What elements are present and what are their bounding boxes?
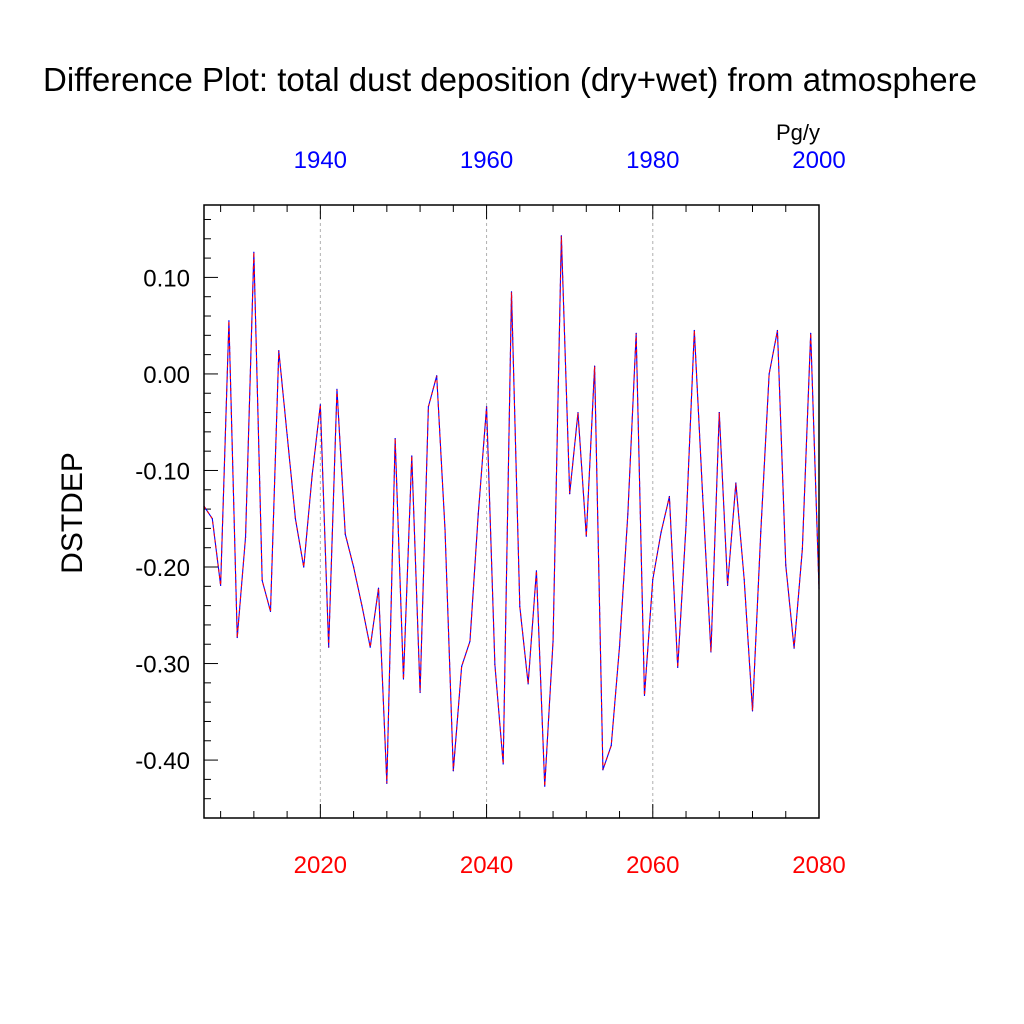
data-point [710,651,712,653]
data-point [461,665,463,668]
data-point [726,584,729,586]
data-point [469,640,471,642]
data-point [677,666,679,669]
plot-frame [203,204,820,819]
data-point [494,663,496,666]
data-point [419,691,421,694]
units-label: Pg/y [776,120,820,145]
data-point [236,636,238,639]
series-line-red [203,235,820,787]
x-tick-label: 2040 [460,852,513,879]
data-point [485,406,488,408]
data-point [610,744,612,747]
data-point [253,251,255,253]
data-point [402,678,405,680]
data-point [768,373,770,375]
data-point [718,411,720,414]
data-point [444,528,446,530]
data-point [535,570,538,572]
data-point [735,482,737,484]
data-point [328,646,330,648]
data-point [760,530,762,532]
data-point [211,518,213,520]
data-point [618,645,621,647]
data-series [203,235,820,787]
data-point [311,475,313,477]
data-point [627,513,629,515]
data-point [693,329,695,332]
data-point [702,494,704,497]
data-point [411,455,413,457]
x-tick-label: 2060 [626,852,679,879]
data-point [801,548,803,550]
data-point [452,770,454,772]
data-point [743,578,745,581]
top-tick-label: 1940 [294,147,347,174]
data-point [552,640,554,642]
data-point [261,579,263,582]
data-point [635,332,637,334]
data-point [776,329,779,332]
data-point [427,406,429,408]
data-point [502,763,504,765]
data-point [336,388,338,390]
data-point [436,375,438,377]
data-point [377,587,380,589]
data-point [477,513,479,515]
data-point [527,683,529,685]
data-point [602,769,604,771]
data-point [810,332,812,334]
data-point [793,647,795,649]
data-point [244,536,247,538]
data-point [269,610,272,613]
x-tick-label: 2080 [792,852,845,879]
x-tick-label: 2020 [294,852,347,879]
data-point [361,605,363,607]
data-point [785,564,787,566]
y-tick-label: -0.10 [135,458,190,485]
data-point [352,566,355,568]
y-axis-label: DSTDEP [56,452,89,574]
data-point [594,365,596,367]
data-point [220,584,222,586]
data-point [519,605,521,608]
data-point [569,493,571,495]
top-tick-label: 1960 [460,147,513,174]
top-tick-label: 2000 [792,147,845,174]
y-tick-label: -0.30 [135,652,190,679]
data-point [303,566,305,568]
y-tick-label: -0.20 [135,555,190,582]
data-point [652,578,654,581]
data-point [660,531,662,533]
y-tick-label: 0.10 [143,265,190,292]
top-tick-label: 1980 [626,147,679,174]
data-point [228,320,230,322]
grid-lines [319,205,654,818]
data-point [685,524,687,527]
data-point [560,235,562,237]
tick-labels: 2020 2040 2060 2080 1940 1960 1980 2000 0.10 0.00… [135,147,845,879]
data-point [286,434,288,436]
data-point [544,785,546,787]
data-point [668,495,671,498]
data-point [751,710,754,712]
axis-ticks [204,205,820,819]
data-point [577,411,579,414]
data-point [643,694,646,697]
data-point [386,782,388,784]
y-tick-label: 0.00 [143,362,190,389]
data-point [585,535,587,537]
data-point [278,350,280,352]
chart-title: Difference Plot: total dust deposition (… [43,61,977,98]
data-point [394,438,396,440]
data-point [319,404,321,406]
data-point [344,533,346,535]
data-point [294,518,297,520]
data-point [369,646,371,648]
y-tick-label: -0.40 [135,748,190,775]
data-point [510,291,513,293]
